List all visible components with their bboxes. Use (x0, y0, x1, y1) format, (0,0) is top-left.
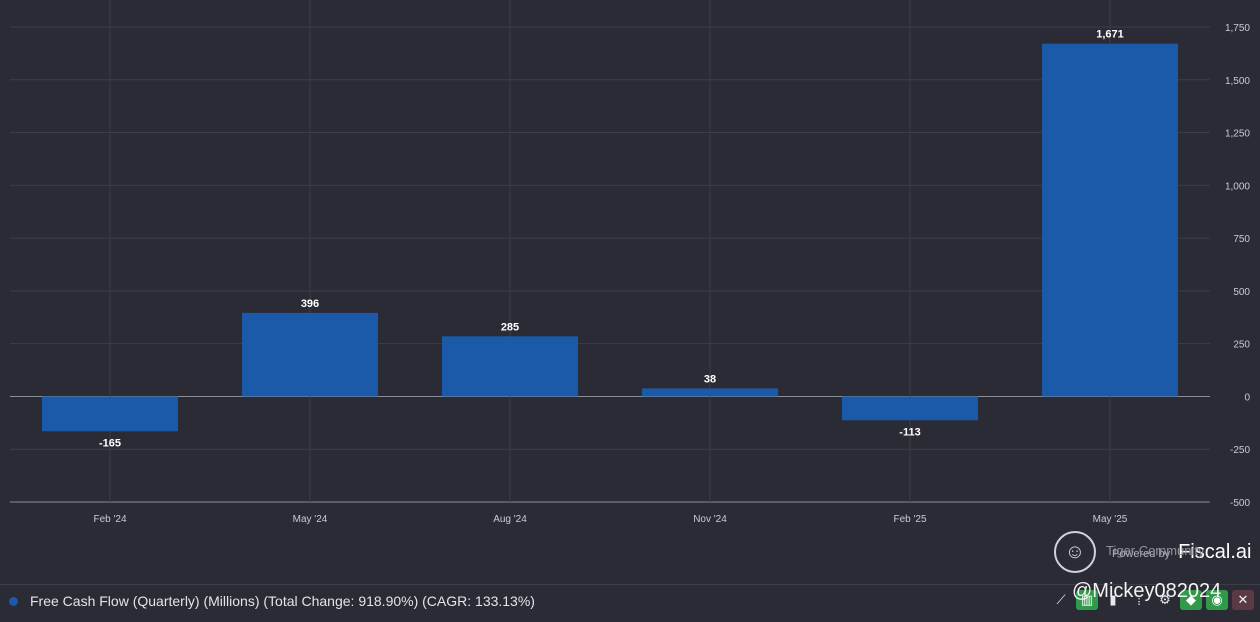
chart-footer: Free Cash Flow (Quarterly) (Millions) (T… (0, 584, 1260, 617)
watermark: ☺ Powered by Fiscal.ai Tiger Community (1054, 527, 1260, 577)
x-tick-label: Feb '24 (93, 514, 126, 525)
bar-data-label: -165 (99, 437, 121, 449)
close-icon[interactable]: ✕ (1232, 590, 1254, 610)
y-tick-label: 1,750 (1225, 23, 1250, 34)
x-tick-label: Aug '24 (493, 514, 527, 525)
chart-bars (42, 43, 1178, 432)
bar (242, 312, 378, 397)
y-tick-label: -500 (1230, 498, 1250, 509)
y-tick-label: 1,250 (1225, 129, 1250, 140)
x-tick-label: May '24 (293, 514, 328, 525)
chart-data-labels: -165 396 285 38 -113 1,671 (99, 29, 1124, 450)
y-tick-label: 500 (1233, 287, 1250, 298)
bar (1042, 43, 1178, 397)
x-tick-label: Nov '24 (693, 514, 727, 525)
bar-chart: -165 396 285 38 -113 1,671 1,750 1,500 1,250 1,0… (10, 0, 1250, 525)
legend-dot (9, 596, 18, 606)
x-axis-ticks: Feb '24 May '24 Aug '24 Nov '24 Feb '25 May '… (93, 514, 1127, 525)
settings-icon[interactable]: ⚙ (1159, 592, 1171, 607)
watermark-handle: @Mickey082024 (1072, 580, 1222, 602)
bar-data-label: -113 (899, 426, 920, 438)
eye-icon[interactable]: ◉ (1206, 590, 1228, 610)
legend-label[interactable]: Free Cash Flow (Quarterly) (Millions) (T… (30, 593, 535, 609)
bar (42, 396, 178, 432)
powered-by-text: Powered by (1112, 548, 1171, 560)
y-tick-label: 750 (1233, 234, 1250, 245)
line-chart-icon[interactable]: ⟋ (1056, 592, 1066, 607)
x-tick-label: Feb '25 (893, 514, 926, 525)
bar-data-label: 1,671 (1096, 29, 1124, 41)
y-tick-label: -250 (1230, 445, 1250, 456)
y-tick-label: 1,000 (1225, 181, 1250, 192)
bar-data-label: 38 (704, 373, 716, 385)
bar (642, 388, 778, 397)
more-icon[interactable]: ⁞ (1137, 592, 1141, 608)
column-chart-icon[interactable]: ▮ (1109, 592, 1117, 607)
chart-grid (10, 0, 1210, 503)
bar-data-label: 285 (501, 321, 519, 333)
bar-data-label: 396 (301, 298, 319, 310)
y-axis-ticks: 1,750 1,500 1,250 1,000 750 500 250 0 -250 -500 (1225, 23, 1250, 509)
chart-toolbar: ⟋ ▥ ▮ ⁞ ⚙ ◆ ◉ ✕ (1050, 590, 1254, 610)
bar (442, 336, 578, 397)
community-watermark: Tiger Community (1106, 543, 1205, 558)
bar (842, 396, 978, 421)
y-tick-label: 1,500 (1225, 76, 1250, 87)
tag-icon[interactable]: ◆ (1180, 590, 1202, 610)
fiscal-brand: Fiscal.ai (1178, 540, 1252, 563)
bar-chart-icon[interactable]: ▥ (1076, 590, 1098, 610)
y-tick-label: 250 (1233, 340, 1250, 351)
y-tick-label: 0 (1244, 392, 1250, 403)
x-tick-label: May '25 (1093, 514, 1128, 525)
tiger-logo-icon: ☺ (1054, 531, 1096, 573)
